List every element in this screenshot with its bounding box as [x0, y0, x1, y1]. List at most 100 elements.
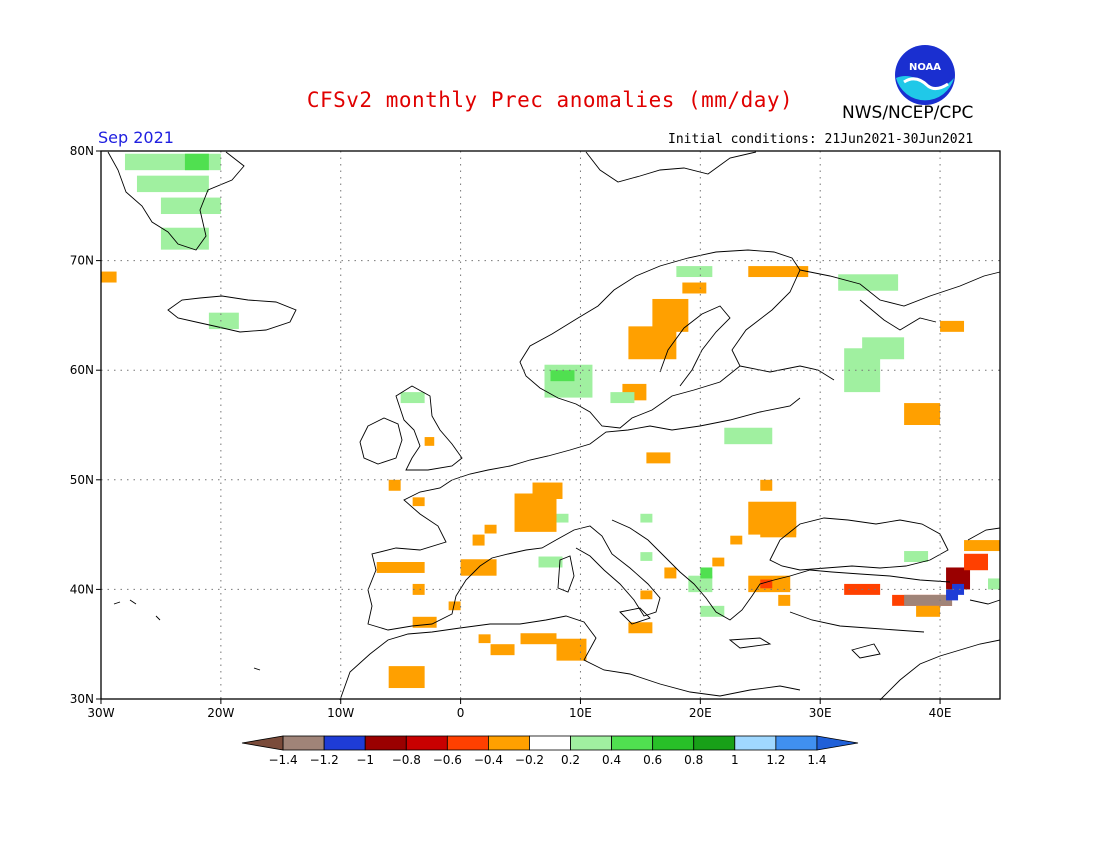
legend-label: 1.2	[766, 753, 785, 767]
anomaly-cell	[952, 583, 965, 595]
legend-label: −0.8	[392, 753, 421, 767]
anomaly-cell	[556, 513, 569, 523]
legend-swatch	[241, 735, 284, 751]
legend-swatch	[652, 735, 695, 751]
anomaly-cell	[556, 638, 587, 661]
anomaly-cell	[646, 452, 671, 464]
anomaly-cell	[184, 153, 209, 171]
anomaly-cell	[412, 497, 425, 507]
anomaly-cell	[760, 520, 797, 538]
anomaly-cell	[136, 175, 209, 193]
anomaly-cell	[160, 197, 221, 215]
legend-swatch	[611, 735, 654, 751]
coastlines	[107, 151, 1001, 701]
anomaly-cell	[964, 540, 1000, 552]
legend-label: 0.2	[561, 753, 580, 767]
chart-title: CFSv2 monthly Prec anomalies (mm/day)	[306, 88, 794, 112]
anomaly-cell	[388, 666, 425, 689]
lon-tick-label: 20W	[207, 706, 234, 720]
anomaly-cell	[946, 589, 959, 601]
anomaly-cell	[532, 482, 563, 499]
anomaly-cell	[682, 282, 707, 294]
legend-label: −1.2	[310, 753, 339, 767]
axis-ticks: 30W 20W 10W 0 10E 20E 30E 40E 30N 40N 50N 60N 70N 80N	[70, 144, 952, 720]
legend-swatch	[570, 735, 612, 751]
anomaly-cell	[904, 551, 929, 562]
lon-tick-label: 0	[457, 706, 465, 720]
anomaly-cell	[904, 403, 941, 425]
agency-label: NWS/NCEP/CPC	[842, 103, 974, 123]
anomaly-cell	[622, 383, 647, 401]
anomaly-cell	[376, 562, 425, 573]
legend-swatch	[282, 735, 325, 751]
anomaly-cell	[124, 153, 221, 171]
anomaly-cell	[388, 479, 401, 491]
anomaly-cell	[940, 320, 965, 332]
anomaly-cell	[664, 567, 677, 579]
legend-swatch	[816, 735, 859, 751]
anomaly-cell	[964, 553, 989, 571]
anomaly-cell	[640, 552, 653, 561]
lon-tick-label: 30E	[809, 706, 832, 720]
anomaly-cell	[844, 348, 881, 393]
anomaly-cell	[844, 583, 881, 595]
anomaly-cell	[484, 524, 497, 534]
anomaly-cell	[412, 583, 425, 595]
anomaly-cell	[748, 266, 809, 278]
anomaly-cell	[652, 298, 689, 332]
anomaly-cell	[916, 605, 941, 617]
lat-tick-label: 30N	[70, 692, 94, 706]
anomaly-cell	[628, 622, 653, 634]
anomaly-cells	[101, 153, 1000, 689]
legend-label: −0.4	[474, 753, 503, 767]
anomaly-cell	[550, 370, 575, 382]
legend-label: −0.2	[515, 753, 544, 767]
anomaly-cell	[424, 437, 435, 446]
initial-conditions-label: Initial conditions: 21Jun2021-30Jun2021	[668, 132, 974, 147]
anomaly-cell	[988, 578, 1000, 590]
anomaly-cell	[838, 274, 899, 291]
legend-swatch	[693, 735, 736, 751]
color-legend: −1.4 −1.2 −1 −0.8 −0.6 −0.4 −0.2 0.2 0.4 0.6 0.8 1 1…	[241, 735, 859, 767]
anomaly-cell	[520, 633, 557, 645]
lon-tick-label: 30W	[87, 706, 114, 720]
anomaly-cell	[538, 556, 563, 568]
anomaly-cell	[640, 513, 653, 523]
anomaly-cell	[400, 392, 425, 404]
valid-month-label: Sep 2021	[98, 128, 174, 147]
legend-swatch	[364, 735, 407, 751]
lon-tick-label: 10E	[569, 706, 592, 720]
legend-swatch	[446, 735, 489, 751]
anomaly-cell	[676, 266, 713, 278]
anomaly-cell	[610, 392, 635, 404]
anomaly-cell	[478, 634, 491, 644]
anomaly-cell	[730, 535, 743, 545]
lat-tick-label: 40N	[70, 582, 94, 596]
lon-tick-label: 20E	[689, 706, 712, 720]
anomaly-cell	[640, 590, 653, 600]
anomaly-cell	[712, 557, 725, 567]
lon-tick-label: 40E	[929, 706, 952, 720]
anomaly-cell	[412, 616, 437, 628]
map-grid	[101, 151, 1000, 699]
legend-label: 1	[731, 753, 739, 767]
legend-label: −1	[356, 753, 374, 767]
legend-label: 0.6	[643, 753, 662, 767]
legend-swatch	[775, 735, 818, 751]
lat-tick-label: 60N	[70, 363, 94, 377]
anomaly-cell	[700, 567, 713, 579]
legend-swatch	[487, 735, 530, 751]
legend-swatch	[323, 735, 366, 751]
legend-label: 1.4	[807, 753, 826, 767]
anomaly-cell	[460, 559, 497, 576]
anomaly-cell	[101, 271, 117, 283]
anomaly-cell	[862, 337, 905, 360]
legend-swatch	[529, 735, 571, 751]
lat-tick-label: 80N	[70, 144, 94, 158]
legend-swatch	[405, 735, 448, 751]
anomaly-cell	[628, 326, 677, 360]
anomaly-cell	[760, 579, 773, 589]
anomaly-cell	[760, 479, 773, 491]
anomaly-cell	[448, 601, 461, 611]
anomaly-cell	[472, 534, 485, 546]
